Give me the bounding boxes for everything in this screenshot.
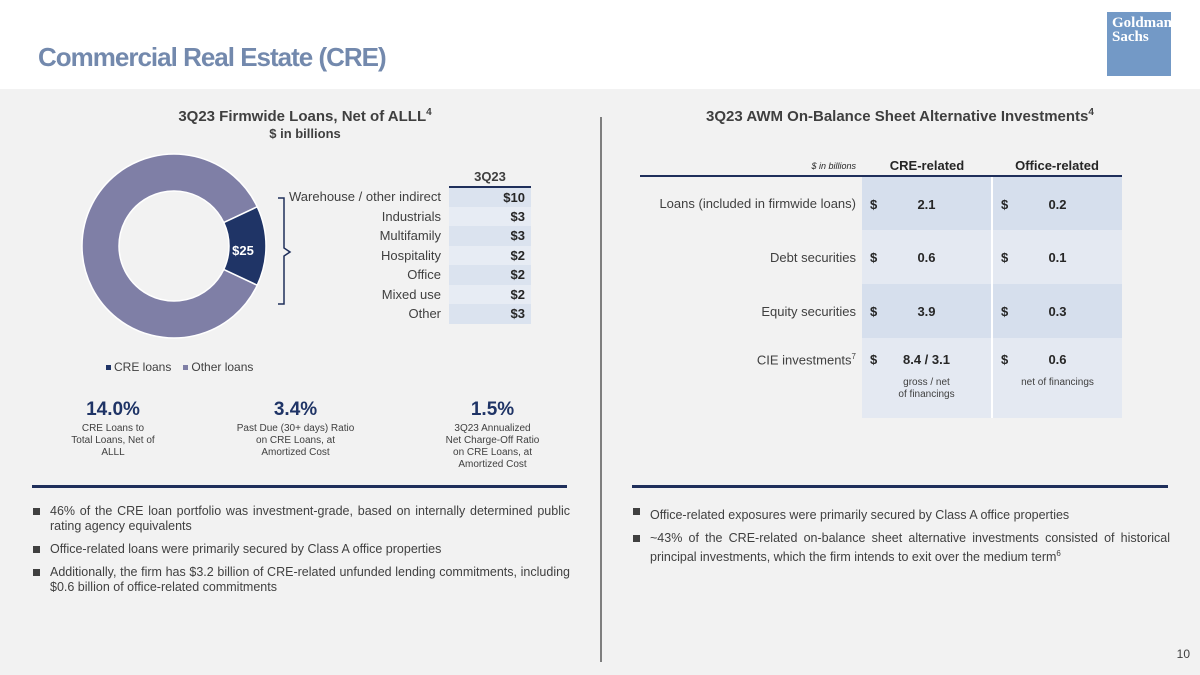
office-cell: $0.2: [991, 176, 1122, 230]
table-row: CIE investments7 $8.4 / 3.1 gross / net of…: [640, 338, 1122, 418]
row-value: $3: [449, 304, 531, 324]
bullet-item: Office-related loans were primarily secu…: [33, 542, 570, 557]
logo-line-1: Goldman: [1112, 15, 1173, 31]
page-number: 10: [1176, 647, 1190, 661]
table-row: Equity securities $3.9 $0.3: [640, 284, 1122, 338]
table-row: Mixed use $2: [282, 284, 531, 304]
stat-value: 3.4%: [273, 399, 318, 420]
stat-caption: Past Due (30+ days) Ratio on CRE Loans, a…: [236, 423, 355, 458]
office-cell: $0.3: [991, 284, 1122, 338]
stat-past-due: 3.4% Past Due (30+ days) Ratio on CRE Loa…: [228, 399, 363, 459]
stat-caption: CRE Loans to Total Loans, Net of ALLL: [71, 423, 155, 458]
logo-line-2: Sachs: [1112, 29, 1149, 45]
awm-investments-table: $ in billions CRE-related Office-related…: [640, 156, 1122, 418]
row-value: $2: [449, 265, 531, 285]
unit-label: $ in billions: [640, 156, 862, 177]
row-value: $10: [449, 187, 531, 207]
cre-loans-table: 3Q23 Warehouse / other indirect $10 Indus…: [282, 167, 531, 324]
row-label: Mixed use: [381, 286, 441, 302]
stat-net-charge-off: 1.5% 3Q23 Annualized Net Charge-Off Ratio…: [430, 399, 555, 471]
table-row: Debt securities $0.6 $0.1: [640, 230, 1122, 284]
table-row: Office $2: [282, 265, 531, 285]
page-title: Commercial Real Estate (CRE): [38, 42, 387, 72]
row-value: $2: [449, 284, 531, 304]
stat-value: 14.0%: [86, 399, 140, 420]
table-row: Industrials $3: [282, 206, 531, 226]
row-label: Office: [407, 267, 441, 283]
loans-table-header: 3Q23: [449, 167, 531, 188]
bullet-item: Office-related exposures were primarily …: [633, 504, 1170, 523]
table-row: Loans (included in firmwide loans) $2.1 …: [640, 176, 1122, 230]
legend-swatch-icon: [183, 365, 189, 371]
donut-center-label: $25: [232, 243, 254, 258]
donut-slice-other-loans: [81, 153, 259, 339]
row-label: Other: [408, 306, 441, 322]
bullet-item: 46% of the CRE loan portfolio was invest…: [33, 504, 570, 534]
legend-item-other: Other loans: [183, 360, 253, 374]
cre-donut-chart: $25: [81, 153, 267, 339]
table-row: Other $3: [282, 304, 531, 324]
stat-value: 1.5%: [470, 399, 515, 420]
office-cell: $0.6 net of financings: [991, 338, 1122, 418]
row-label: Loans (included in firmwide loans): [659, 196, 856, 211]
cre-cell: $0.6: [862, 230, 992, 284]
row-label: Industrials: [381, 208, 441, 224]
legend-swatch-icon: [106, 365, 111, 371]
table-row: Multifamily $3: [282, 226, 531, 246]
goldman-sachs-logo: Goldman Sachs: [1107, 12, 1173, 76]
column-header-cre: CRE-related: [862, 156, 992, 177]
office-cell: $0.1: [991, 230, 1122, 284]
row-value: $3: [449, 226, 531, 246]
left-bullet-list: 46% of the CRE loan portfolio was invest…: [33, 504, 570, 603]
bullet-item: ~43% of the CRE-related on-balance sheet…: [633, 531, 1170, 565]
chart-legend: CRE loans Other loans: [106, 360, 253, 374]
stat-caption: 3Q23 Annualized Net Charge-Off Ratio on CR…: [445, 423, 540, 470]
right-section-title: 3Q23 AWM On-Balance Sheet Alternative In…: [706, 107, 1094, 125]
bracket-icon: [278, 197, 292, 305]
row-label: Debt securities: [770, 249, 856, 265]
row-label: Multifamily: [379, 228, 441, 244]
table-row: Warehouse / other indirect $10: [282, 187, 531, 207]
column-header-office: Office-related: [992, 156, 1122, 177]
donut-slice-cre-loans: [222, 205, 267, 287]
row-label: Equity securities: [761, 303, 856, 319]
right-bullet-list: Office-related exposures were primarily …: [633, 504, 1170, 573]
stat-cre-to-total: 14.0% CRE Loans to Total Loans, Net of ALL…: [58, 399, 168, 459]
row-label: Warehouse / other indirect: [289, 189, 441, 205]
row-label: Hospitality: [381, 247, 441, 263]
bullet-item: Additionally, the firm has $3.2 billion …: [33, 565, 570, 595]
table-row: Hospitality $2: [282, 245, 531, 265]
row-label: CIE investments7: [756, 352, 856, 368]
left-section-subtitle: $ in billions: [269, 126, 341, 141]
right-rule: [632, 485, 1168, 488]
cre-cell: $3.9: [862, 284, 992, 338]
row-value: $3: [449, 206, 531, 226]
row-value: $2: [449, 245, 531, 265]
left-rule: [32, 485, 567, 488]
legend-item-cre: CRE loans: [106, 360, 171, 374]
cre-cell: $2.1: [862, 176, 992, 230]
section-divider: [600, 117, 602, 662]
cre-cell: $8.4 / 3.1 gross / net of financings: [862, 338, 992, 418]
left-section-title: 3Q23 Firmwide Loans, Net of ALLL4: [178, 107, 432, 125]
